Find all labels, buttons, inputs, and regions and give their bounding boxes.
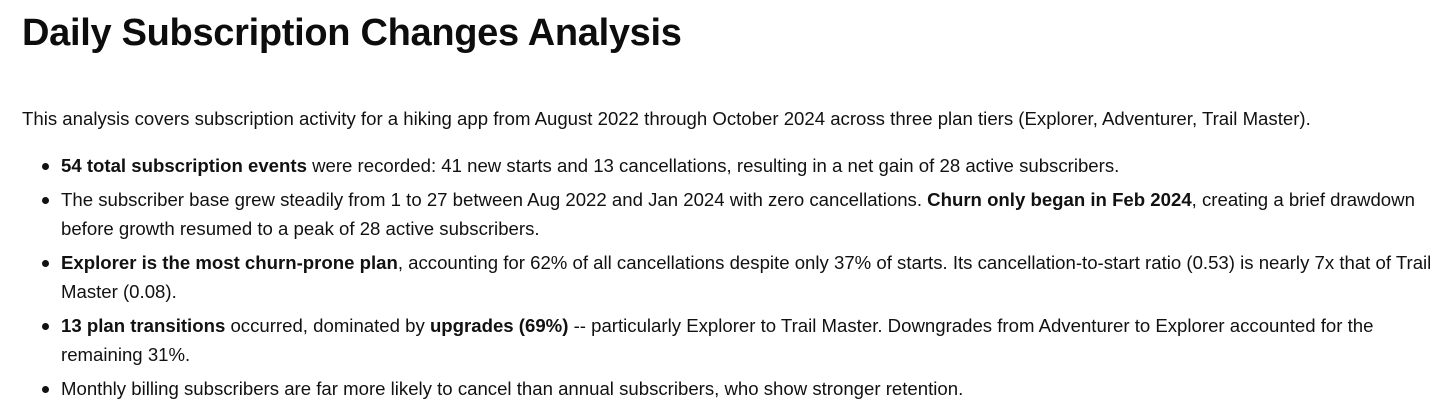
body-text: occurred, dominated by: [225, 315, 430, 336]
body-text: , creating a brief drawdown before growt…: [61, 189, 1415, 239]
bold-text: upgrades (69%): [429, 315, 569, 336]
bold-text: Churn only began in Feb 2024: [927, 189, 1192, 210]
list-item-subscriber-growth: The subscriber base grew steadily from 1…: [22, 185, 1434, 243]
page-title: Daily Subscription Changes Analysis: [22, 12, 682, 54]
list-item-total-events: 54 total subscription events were record…: [22, 151, 1434, 180]
bold-text: 54 total subscription events: [61, 155, 307, 176]
bold-text: 13 plan transitions: [61, 315, 226, 336]
list-item-plan-transitions: 13 plan transitions occurred, dominated …: [22, 311, 1434, 369]
list-item-billing-retention: Monthly billing subscribers are far more…: [22, 374, 1434, 403]
body-text: , accounting for 62% of all cancellation…: [61, 252, 1432, 302]
list-item-explorer-churn: Explorer is the most churn-prone plan, a…: [22, 248, 1434, 306]
body-text: Monthly billing subscribers are far more…: [61, 378, 964, 399]
body-text: were recorded: 41 new starts and 13 canc…: [306, 155, 1120, 176]
bold-text: Explorer is the most churn-prone plan: [61, 252, 398, 273]
findings-list: 54 total subscription events were record…: [22, 151, 1434, 408]
body-text: The subscriber base grew steadily from 1…: [61, 189, 928, 210]
body-text: -- particularly Explorer to Trail Master…: [61, 315, 1374, 365]
intro-paragraph: This analysis covers subscription activi…: [22, 108, 1311, 129]
